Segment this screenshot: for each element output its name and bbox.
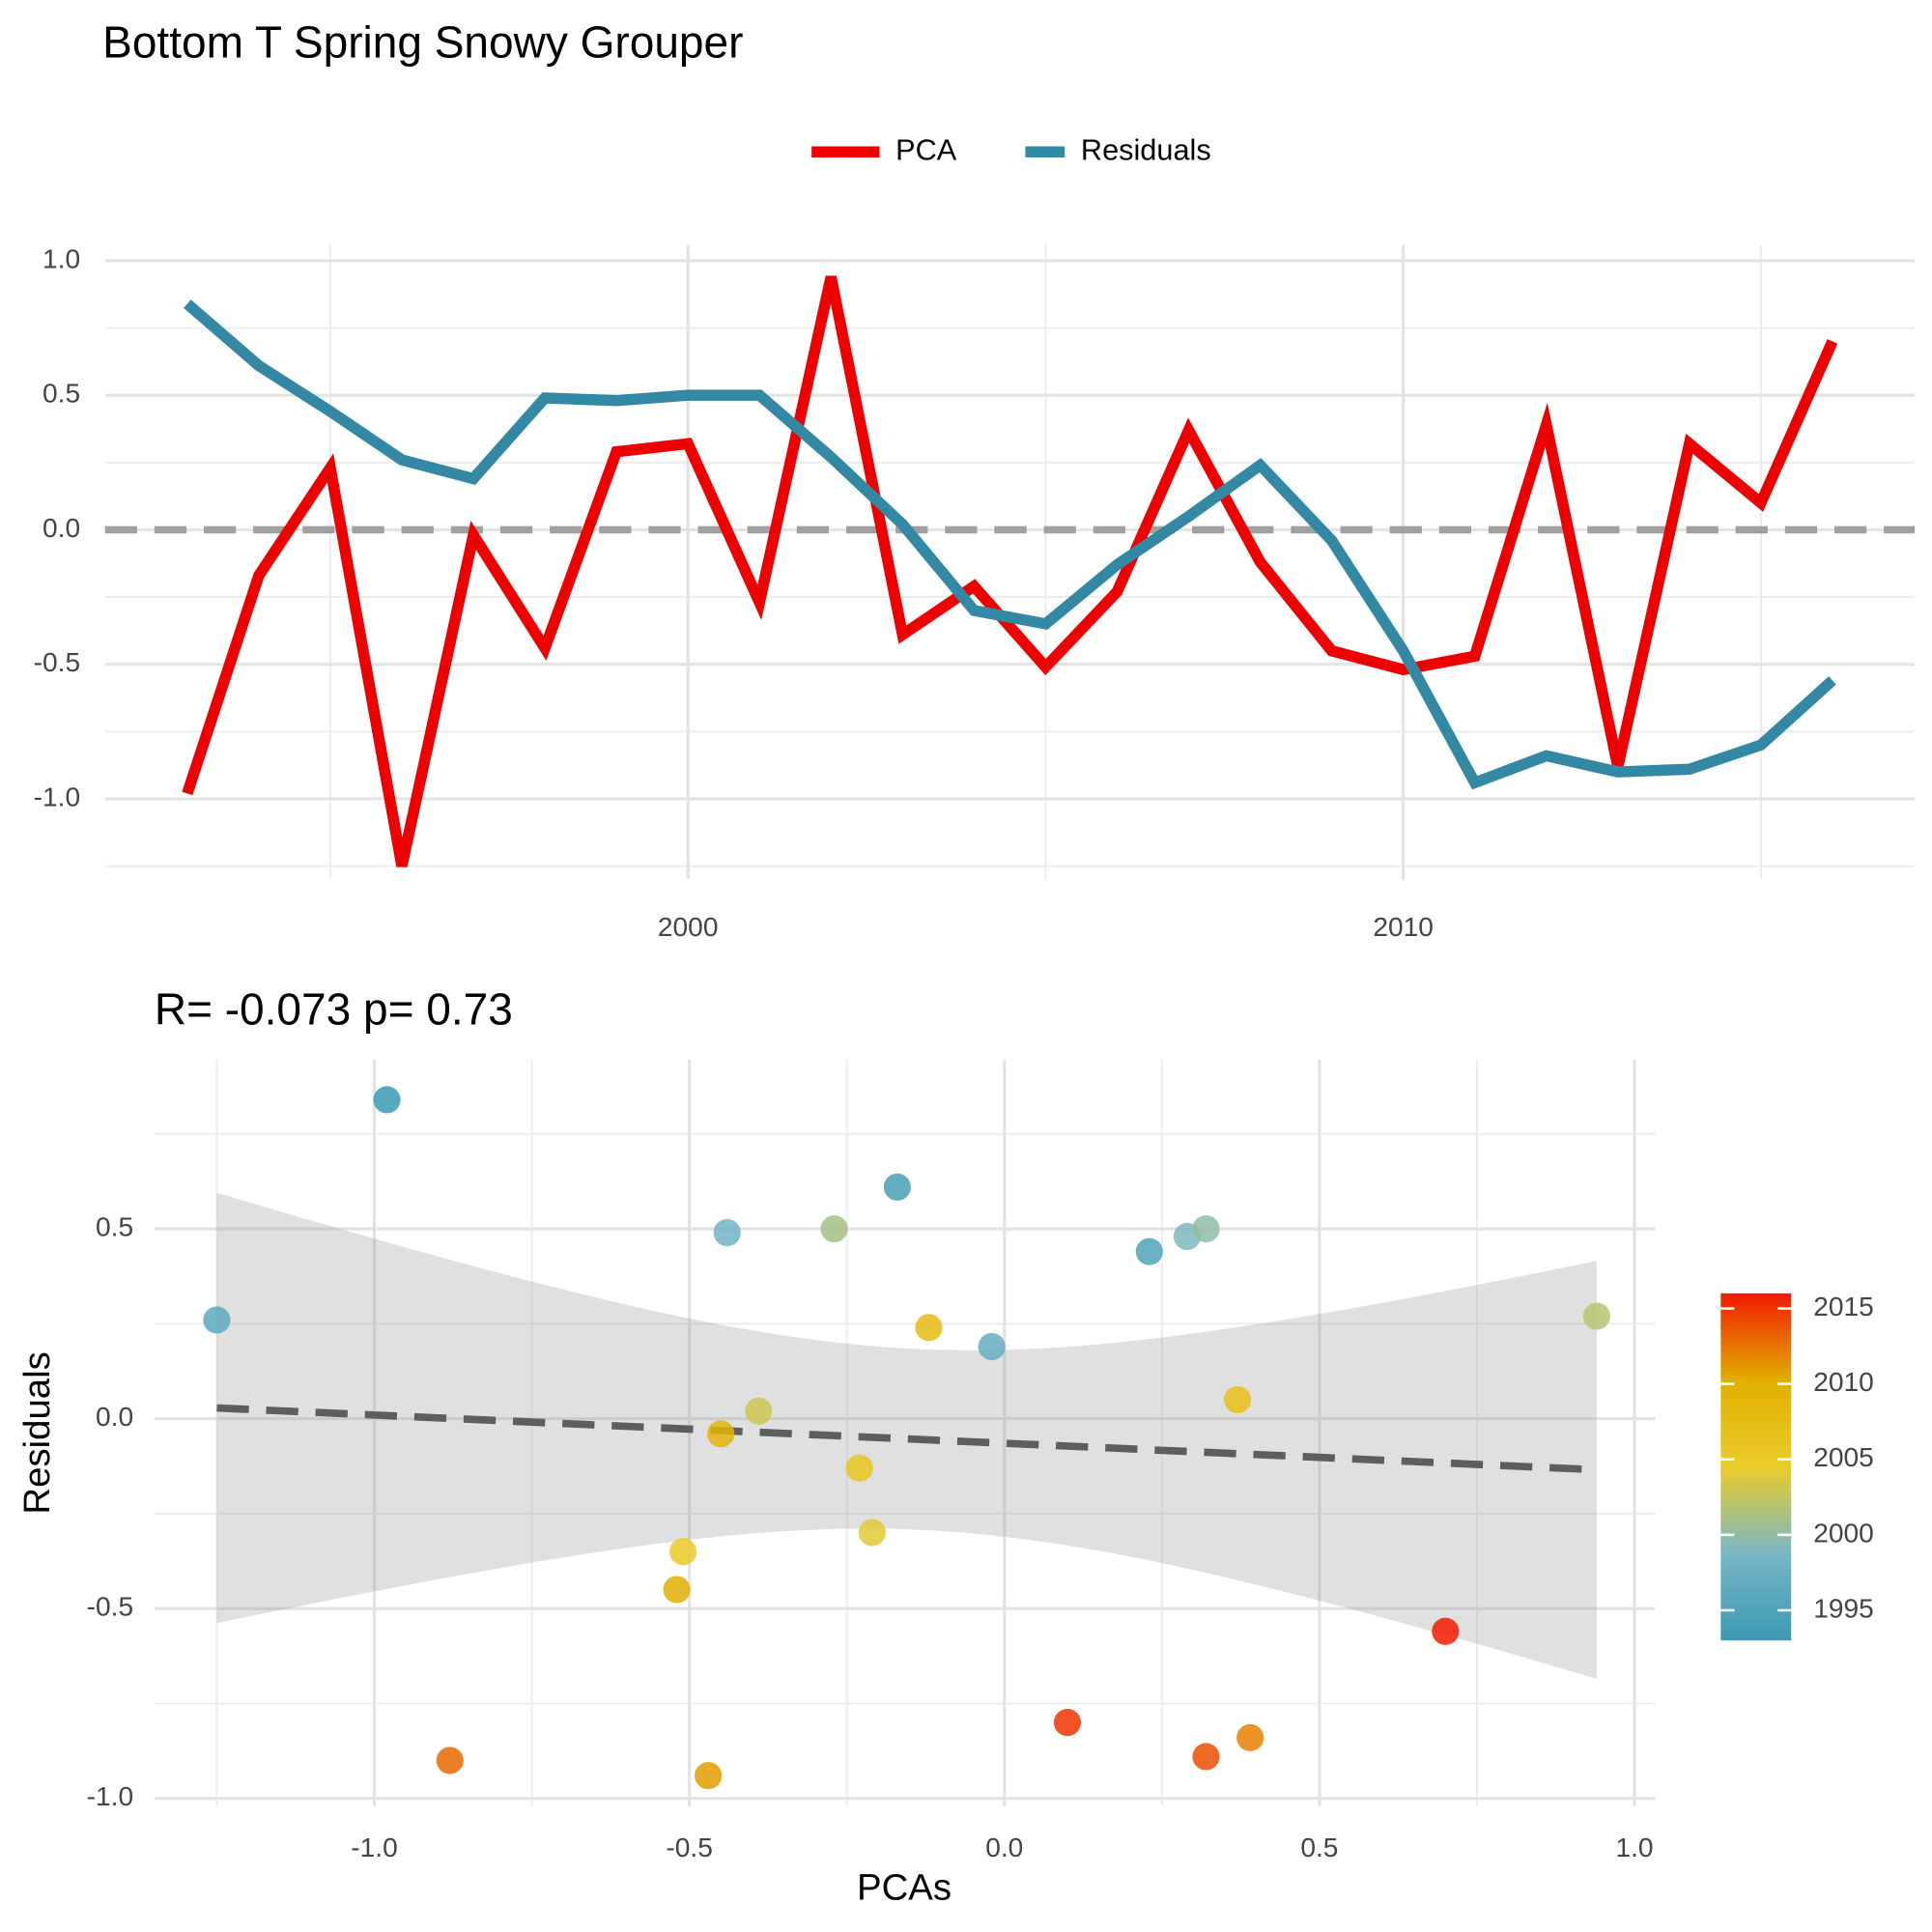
colorbar-label: 2005 [1813,1442,1874,1472]
x-tick-label: 0.5 [1300,1833,1338,1862]
scatter-point [669,1538,697,1566]
regression-line [216,1404,1598,1474]
x-tick-label: 2010 [1373,912,1434,942]
scatter-point [978,1332,1006,1361]
y-tick-label: 0.0 [43,513,80,543]
scatter-point [1224,1385,1252,1414]
y-tick-label: -0.5 [87,1592,133,1622]
scatter-point [1236,1723,1264,1751]
y-tick-label: 0.5 [43,379,80,409]
scatter-point [373,1086,401,1114]
scatter-point [695,1762,723,1790]
scatter-point [1192,1215,1220,1243]
legend-label: PCA [895,132,957,166]
line-series [182,275,1838,867]
scatter-point [915,1314,943,1342]
chart-title: R= -0.073 p= 0.73 [155,984,513,1035]
y-tick-label: 1.0 [43,243,80,273]
legend-label: Residuals [1081,132,1211,166]
x-tick-label: -0.5 [666,1833,712,1862]
colorbar-label: 2015 [1813,1292,1874,1321]
y-tick-label: 0.5 [96,1212,133,1242]
scatter-point [203,1306,231,1334]
y-tick-label: -1.0 [87,1781,133,1811]
scatter-point [883,1173,911,1201]
colorbar-label: 1995 [1813,1593,1874,1623]
scatter-point [1135,1237,1163,1265]
scatter-point [745,1397,773,1425]
scatter-point [436,1747,464,1775]
y-tick-label: -0.5 [34,647,80,677]
x-tick-label: 2000 [658,912,719,942]
scatter-point [663,1576,691,1604]
confidence-band [216,1192,1597,1679]
scatter-point [858,1519,886,1547]
scatter-point [1582,1302,1610,1330]
scatter-point [707,1420,735,1448]
x-tick-label: -1.0 [351,1833,397,1862]
scatter-point [1053,1709,1082,1737]
scatter-point [820,1215,848,1243]
chart-title: Bottom T Spring Snowy Grouper [102,16,743,67]
colorbar-label: 2010 [1813,1367,1874,1397]
scatter-point [1432,1617,1460,1645]
colorbar-label: 2000 [1813,1518,1874,1548]
x-tick-label: 0.0 [985,1833,1023,1862]
colorbar [1720,1293,1792,1641]
scatter-point [845,1454,873,1482]
line-series [184,299,1836,790]
y-tick-label: 0.0 [96,1402,133,1432]
x-axis-title: PCAs [857,1867,952,1909]
scatter-point [713,1218,741,1247]
scatter-point [1192,1743,1220,1771]
y-tick-label: -1.0 [34,781,80,811]
x-tick-label: 1.0 [1615,1833,1653,1862]
y-axis-title: Residuals [16,1351,58,1514]
